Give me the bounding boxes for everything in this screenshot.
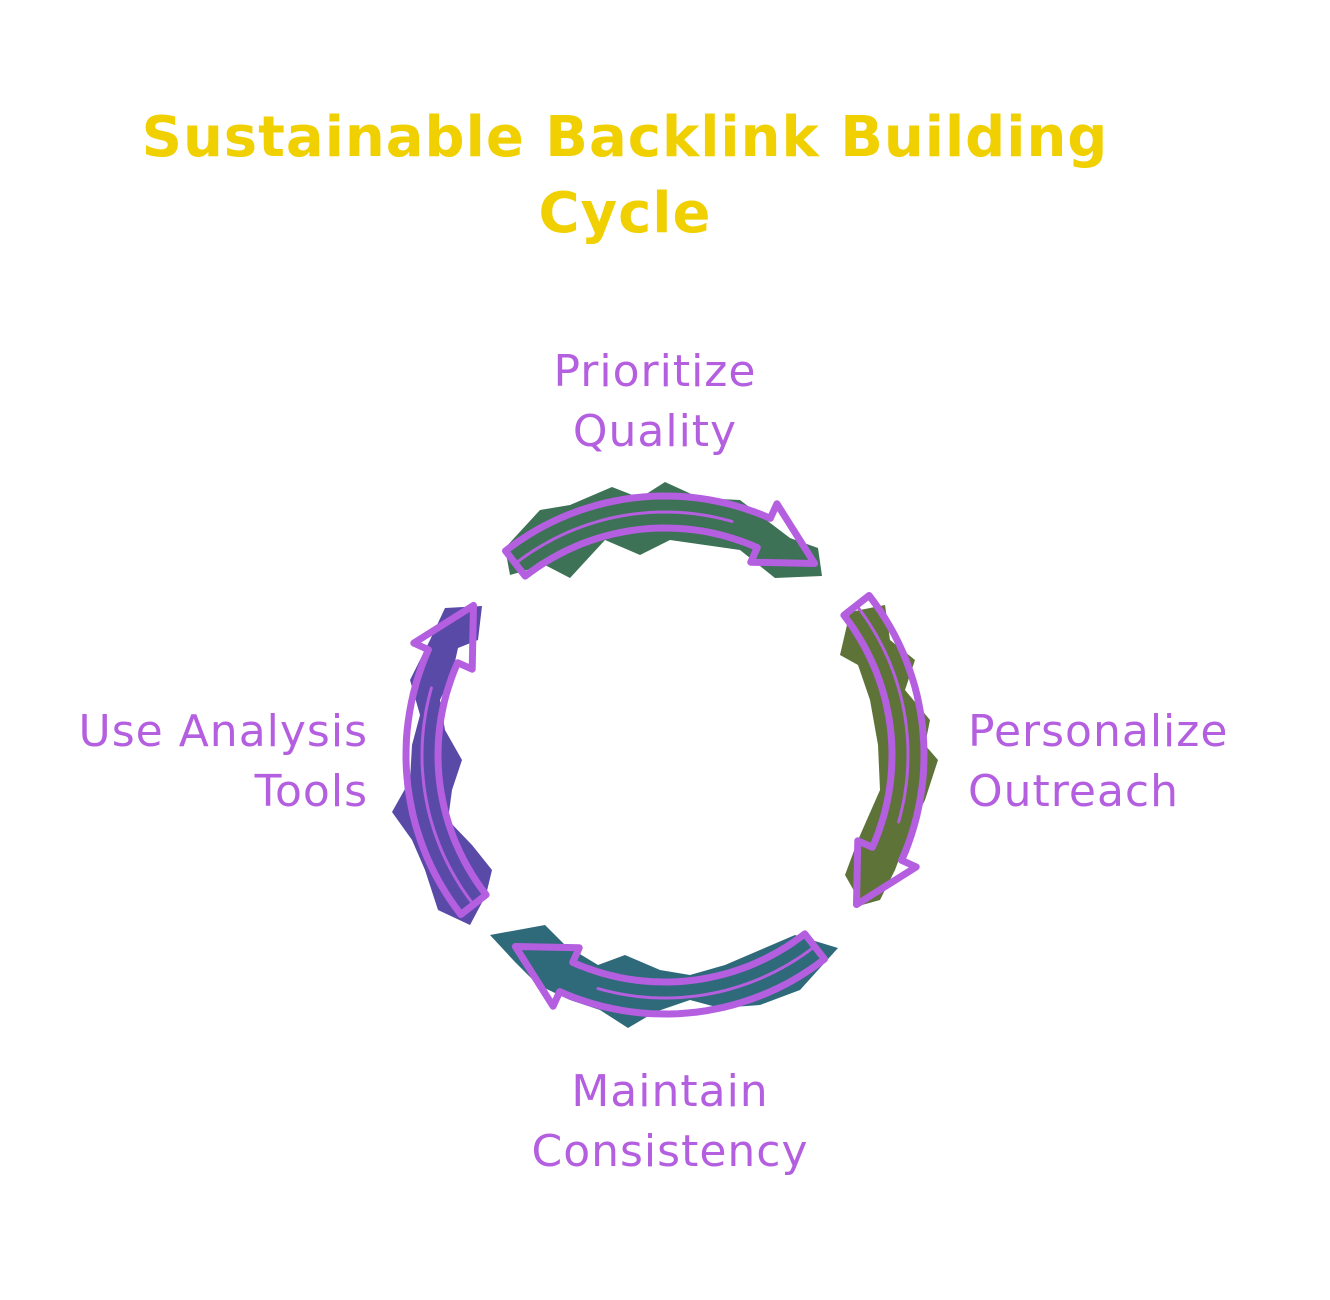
cycle-arrow-top: [502, 492, 819, 580]
step-label-line: Outreach: [968, 766, 1180, 817]
cycle-arrow-left-guide: [420, 686, 475, 907]
cycle-arrow-right: [840, 592, 928, 909]
diagram-title: Sustainable Backlink Building Cycle: [0, 100, 1250, 252]
step-label-line: Use Analysis: [78, 706, 368, 757]
step-label-line: Quality: [572, 406, 738, 457]
cycle-arrow-top-guide: [513, 510, 734, 565]
cycle-arrow-left: [402, 601, 490, 918]
step-label-line: Maintain: [571, 1066, 769, 1117]
step-label-prioritize-quality: Prioritize Quality: [480, 342, 830, 462]
step-label-line: Prioritize: [553, 346, 757, 397]
step-label-line: Personalize: [968, 706, 1229, 757]
step-label-line: Tools: [254, 766, 368, 817]
cycle-arrow-bottom-guide: [596, 945, 817, 1000]
step-label-line: Consistency: [531, 1126, 809, 1177]
title-line-1: Sustainable Backlink Building: [141, 105, 1109, 170]
cycle-arrow-right-guide: [855, 603, 910, 824]
step-label-use-analysis-tools: Use Analysis Tools: [20, 702, 368, 822]
cycle-arrow-bottom: [511, 930, 828, 1018]
step-label-personalize-outreach: Personalize Outreach: [968, 702, 1308, 822]
step-label-maintain-consistency: Maintain Consistency: [495, 1062, 845, 1182]
title-line-2: Cycle: [538, 181, 712, 246]
